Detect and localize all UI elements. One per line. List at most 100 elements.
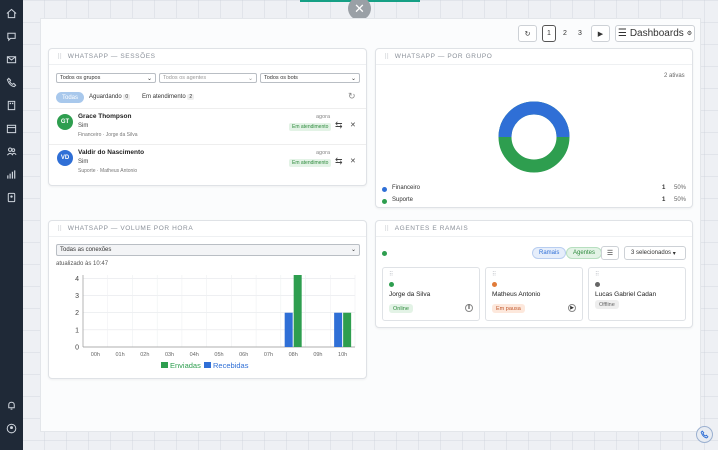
drag-handle-icon[interactable]: ⠿ [389,272,394,278]
select-value: Todos os agentes [163,75,207,81]
status-dot [389,282,394,287]
session-item[interactable]: VD Valdir do Nascimento Sim Suporte · Ma… [49,144,366,180]
status-dot [595,282,600,287]
tab-in-service[interactable]: Em atendimento 2 [142,94,195,100]
select-value: Todos os grupos [60,75,101,81]
button-label: Ramais [539,250,560,256]
connection-select[interactable]: Todas as conexões ⌄ [56,244,360,256]
close-icon[interactable]: ✕ [350,122,356,129]
users-icon[interactable] [0,140,23,163]
status-dot [492,282,497,287]
selected-agents-dropdown[interactable]: 3 selecionados ▾ [624,246,686,260]
play-icon[interactable]: ▶ [591,25,610,42]
x-tick-label: 04h [190,352,199,358]
play-icon[interactable]: ▶ [568,304,576,312]
home-icon[interactable] [0,2,23,25]
x-tick-label: 09h [313,352,322,358]
status-badge: Em atendimento [289,123,332,131]
y-tick-label: 3 [75,293,79,300]
group-count: 1 [662,197,666,203]
bar-recebidas [284,312,293,347]
tab-waiting[interactable]: Aguardando 0 [89,94,131,100]
tab-all[interactable]: Todas [56,92,85,103]
tab-count: 2 [187,94,195,100]
chevron-down-icon: ⌄ [146,76,152,82]
transfer-icon[interactable]: ⇆ [335,120,343,130]
list-icon[interactable]: ☰ [601,246,619,260]
close-icon[interactable]: ✕ [348,0,371,20]
sidebar [0,0,23,450]
session-meta: Financeiro · Jorge da Silva [78,132,138,138]
select-value: Todos os bots [264,75,298,81]
bar-recebidas [334,312,343,347]
page-label: 2 [563,30,567,37]
phone-call-button[interactable] [696,426,713,443]
user-circle-icon[interactable] [0,417,23,440]
drag-handle-icon[interactable]: ⠿ [57,53,63,61]
bell-icon[interactable] [0,394,23,417]
building-icon[interactable] [0,94,23,117]
pause-icon[interactable]: ‖ [465,304,473,312]
close-icon[interactable]: ✕ [350,158,356,165]
dashboards-label: Dashboards [629,28,684,39]
contact-card-icon[interactable] [0,186,23,209]
transfer-icon[interactable]: ⇆ [335,156,343,166]
volume-card: ⠿ WHATSAPP — VOLUME POR HORA Todas as co… [48,220,367,379]
agent-card[interactable]: ⠿ Jorge da Silva Online ‖ [382,267,480,321]
dashboards-button[interactable]: ☰ Dashboards ⚙ [615,25,695,42]
mail-icon[interactable] [0,48,23,71]
chevron-down-icon: ⌄ [247,76,253,82]
agent-name: Jorge da Silva [389,291,431,298]
page-button-3[interactable]: 3 [573,25,587,42]
phone-icon [700,430,709,439]
chevron-down-icon: ⌄ [350,247,356,253]
session-time: agora [316,114,331,120]
session-time: agora [316,150,331,156]
group-percent: 50% [674,185,687,191]
page-button-1[interactable]: 1 [542,25,556,42]
groups-card-title: ⠿ WHATSAPP — POR GRUPO [376,49,692,65]
x-tick-label: 06h [239,352,248,358]
legend-swatch-recebidas [204,362,211,368]
avatar: VD [57,150,73,166]
y-tick-label: 4 [75,276,79,283]
agentes-button[interactable]: Agentes [566,247,603,259]
refresh-icon[interactable]: ↻ [518,25,537,42]
select-value: Todas as conexões [60,247,112,253]
status-badge: Em pausa [492,304,525,313]
page-button-2[interactable]: 2 [558,25,572,42]
agents-select[interactable]: Todos os agentes ⌄ [159,73,257,83]
refresh-icon[interactable]: ↻ [348,91,356,101]
agent-card[interactable]: ⠿ Matheus Antonio Em pausa ▶ [485,267,583,321]
contact-message: Sim [78,159,89,165]
avatar: GT [57,114,73,130]
drag-handle-icon[interactable]: ⠿ [595,272,600,278]
x-tick-label: 08h [289,352,298,358]
chevron-down-icon: ⌄ [350,76,356,82]
drag-handle-icon[interactable]: ⠿ [57,225,63,233]
group-row: Suporte 1 50% [382,197,688,207]
bots-select[interactable]: Todos os bots ⌄ [260,73,360,83]
agent-card[interactable]: ⠿ Lucas Gabriel Cadan Offline [588,267,686,321]
legend-dot [382,187,387,192]
bar-enviadas [293,275,302,347]
bar-chart-icon[interactable] [0,163,23,186]
agents-card: ⠿ AGENTES E RAMAIS Ramais Agentes ☰ 3 se… [375,220,693,328]
calendar-icon[interactable] [0,117,23,140]
drag-handle-icon[interactable]: ⠿ [384,225,390,233]
phone-icon[interactable] [0,71,23,94]
session-item[interactable]: GT Grace Thompson Sim Financeiro · Jorge… [49,108,366,144]
agent-name: Matheus Antonio [492,291,541,298]
group-name: Suporte [392,197,414,203]
x-tick-label: 00h [91,352,100,358]
tab-label: Em atendimento [142,94,186,100]
drag-handle-icon[interactable]: ⠿ [492,272,497,278]
chat-icon[interactable] [0,25,23,48]
groups-select[interactable]: Todos os grupos ⌄ [56,73,156,83]
sessions-card-title: ⠿ WHATSAPP — SESSÕES [49,49,366,65]
ramais-button[interactable]: Ramais [532,247,567,259]
drag-handle-icon[interactable]: ⠿ [384,53,390,61]
contact-name: Grace Thompson [78,113,132,120]
dropdown-label: 3 selecionados [631,250,672,256]
status-badge: Online [389,304,413,313]
